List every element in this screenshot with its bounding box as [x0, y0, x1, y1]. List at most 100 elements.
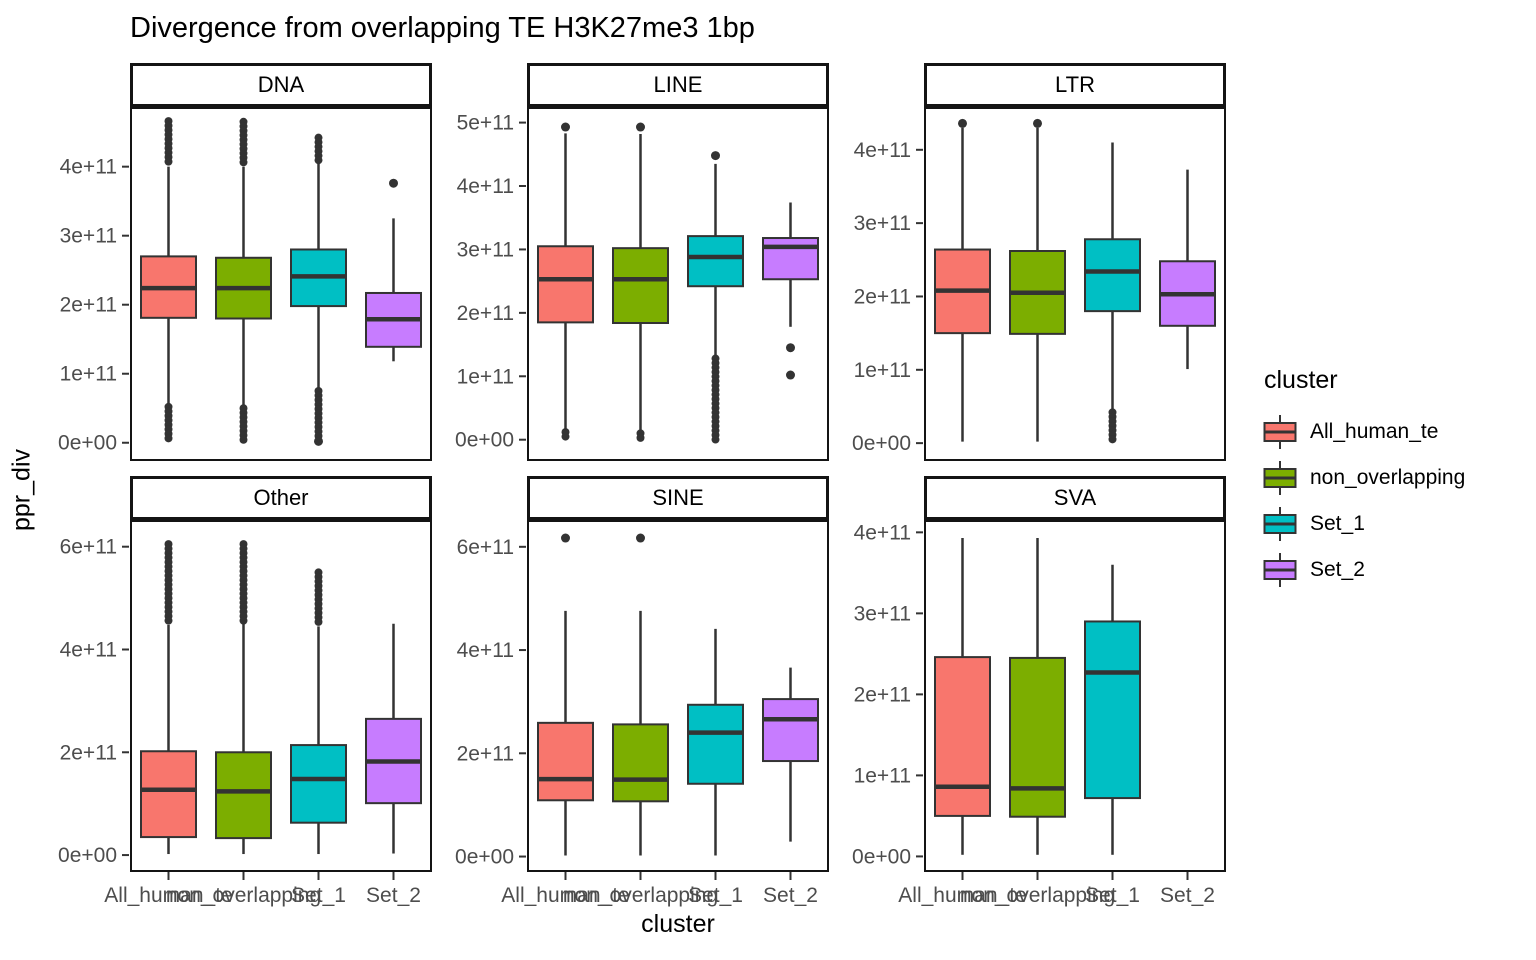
iqr-box — [537, 721, 594, 802]
facet-strip-label: SVA — [1053, 485, 1097, 510]
outlier-point — [1108, 435, 1117, 444]
y-tick-label: 0e+00 — [455, 846, 514, 869]
y-tick-label: 3e+11 — [854, 212, 911, 235]
x-tick-label: non_overlapping — [960, 884, 1115, 907]
legend: cluster All_human_te non_overlapping Set… — [1262, 366, 1465, 593]
facet-strip-dna: DNA — [130, 63, 432, 107]
iqr-box — [687, 235, 744, 288]
y-tick-label: 0e+00 — [455, 429, 514, 452]
legend-label: Set_2 — [1310, 558, 1365, 581]
y-tick-label: 0e+00 — [58, 844, 117, 867]
outlier-point — [389, 178, 398, 188]
outlier-point — [711, 151, 720, 161]
legend-title: cluster — [1264, 366, 1338, 394]
iqr-box — [1084, 620, 1141, 800]
outlier-point — [561, 432, 570, 441]
iqr-box — [612, 723, 669, 803]
y-tick-label: 4e+11 — [854, 521, 911, 544]
facet-strip-ltr: LTR — [924, 63, 1226, 107]
legend-key-set-1 — [1263, 507, 1297, 541]
outlier-point — [314, 156, 323, 165]
y-tick-label: 2e+11 — [854, 683, 911, 706]
y-tick-label: 2e+11 — [60, 741, 117, 764]
y-tick-label: 1e+11 — [854, 764, 911, 787]
y-tick-label: 1e+11 — [457, 365, 514, 388]
box-Set_1 — [290, 568, 347, 855]
outlier-point — [164, 616, 173, 625]
outlier-point — [314, 617, 323, 626]
x-tick-label: Set_2 — [366, 884, 421, 907]
y-tick-label: 3e+11 — [854, 602, 911, 625]
facet-strip-sine: SINE — [527, 476, 829, 520]
y-tick-label: 6e+11 — [457, 536, 514, 559]
box-non_overlapping — [612, 533, 669, 856]
outlier-point — [164, 434, 173, 443]
y-tick-label: 2e+11 — [60, 294, 117, 317]
iqr-box — [934, 656, 991, 817]
legend-entry: non_overlapping — [1262, 455, 1465, 501]
facet-panel-sva: 0e+00 1e+11 2e+11 3e+11 4e+11 All_human_tenon… — [852, 520, 1226, 907]
facet-panel-dna: 0e+00 1e+11 2e+11 3e+11 4e+11 — [58, 107, 432, 461]
iqr-box — [1009, 656, 1066, 818]
outlier-point — [314, 436, 323, 446]
panel-border — [527, 520, 829, 872]
legend-entry: All_human_te — [1262, 409, 1465, 455]
box-non_overlapping — [1009, 118, 1066, 442]
facet-strip-sva: SVA — [924, 476, 1226, 520]
y-tick-label: 1e+11 — [854, 359, 911, 382]
x-tick-label: All_human_te — [104, 884, 232, 907]
y-tick-label: 2e+11 — [457, 742, 514, 765]
y-tick-label: 1e+11 — [60, 363, 117, 386]
outlier-point — [786, 343, 795, 353]
box-All_human_te — [537, 122, 594, 441]
iqr-box — [1084, 238, 1141, 313]
box-Set_2 — [365, 623, 422, 854]
y-tick-label: 4e+11 — [60, 638, 117, 661]
facet-strip-label: DNA — [257, 72, 305, 97]
iqr-box — [762, 698, 819, 763]
box-Set_1 — [290, 133, 347, 446]
iqr-box — [762, 237, 819, 281]
outlier-point — [561, 533, 570, 543]
iqr-box — [215, 751, 272, 840]
facet-panel-sine: 0e+00 2e+11 4e+11 6e+11 All_human_tenon_over… — [455, 520, 829, 907]
x-tick-label: Set_1 — [688, 884, 743, 907]
outlier-point — [1033, 118, 1042, 128]
x-tick-label: Set_2 — [1160, 884, 1215, 907]
legend-label: Set_1 — [1310, 512, 1365, 535]
outlier-point — [636, 533, 645, 543]
x-tick-label: All_human_te — [898, 884, 1026, 907]
outlier-point — [786, 370, 795, 380]
box-Set_2 — [762, 667, 819, 842]
y-tick-label: 4e+11 — [457, 639, 514, 662]
outlier-point — [239, 158, 248, 167]
legend-entry: Set_1 — [1262, 501, 1465, 547]
legend-entry: Set_2 — [1262, 547, 1465, 593]
box-Set_1 — [1084, 564, 1141, 855]
facet-strip-other: Other — [130, 476, 432, 520]
facet-strip-label: SINE — [652, 485, 704, 510]
y-tick-label: 4e+11 — [60, 156, 117, 179]
x-axis-title: cluster — [641, 910, 715, 938]
iqr-box — [687, 703, 744, 785]
y-axis-title: ppr_div — [7, 449, 36, 531]
legend-label: non_overlapping — [1310, 466, 1466, 489]
legend-key-set-2 — [1263, 553, 1297, 587]
facet-strip-line: LINE — [527, 63, 829, 107]
facet-panel-other: 0e+00 2e+11 4e+11 6e+11 All_human_tenon_over… — [58, 520, 432, 907]
x-tick-label: Set_1 — [1085, 884, 1140, 907]
box-non_overlapping — [1009, 538, 1066, 855]
y-tick-label: 3e+11 — [457, 238, 514, 261]
y-tick-label: 0e+00 — [852, 845, 911, 868]
outlier-point — [636, 122, 645, 132]
iqr-box — [537, 245, 594, 324]
box-Set_1 — [1084, 142, 1141, 444]
outlier-point — [561, 122, 570, 132]
outlier-point — [164, 157, 173, 166]
box-Set_1 — [687, 628, 744, 856]
legend-key-non-overlapping — [1263, 461, 1297, 495]
legend-key-all-human-te — [1263, 415, 1297, 449]
legend-label: All_human_te — [1310, 420, 1439, 443]
iqr-box — [612, 247, 669, 325]
